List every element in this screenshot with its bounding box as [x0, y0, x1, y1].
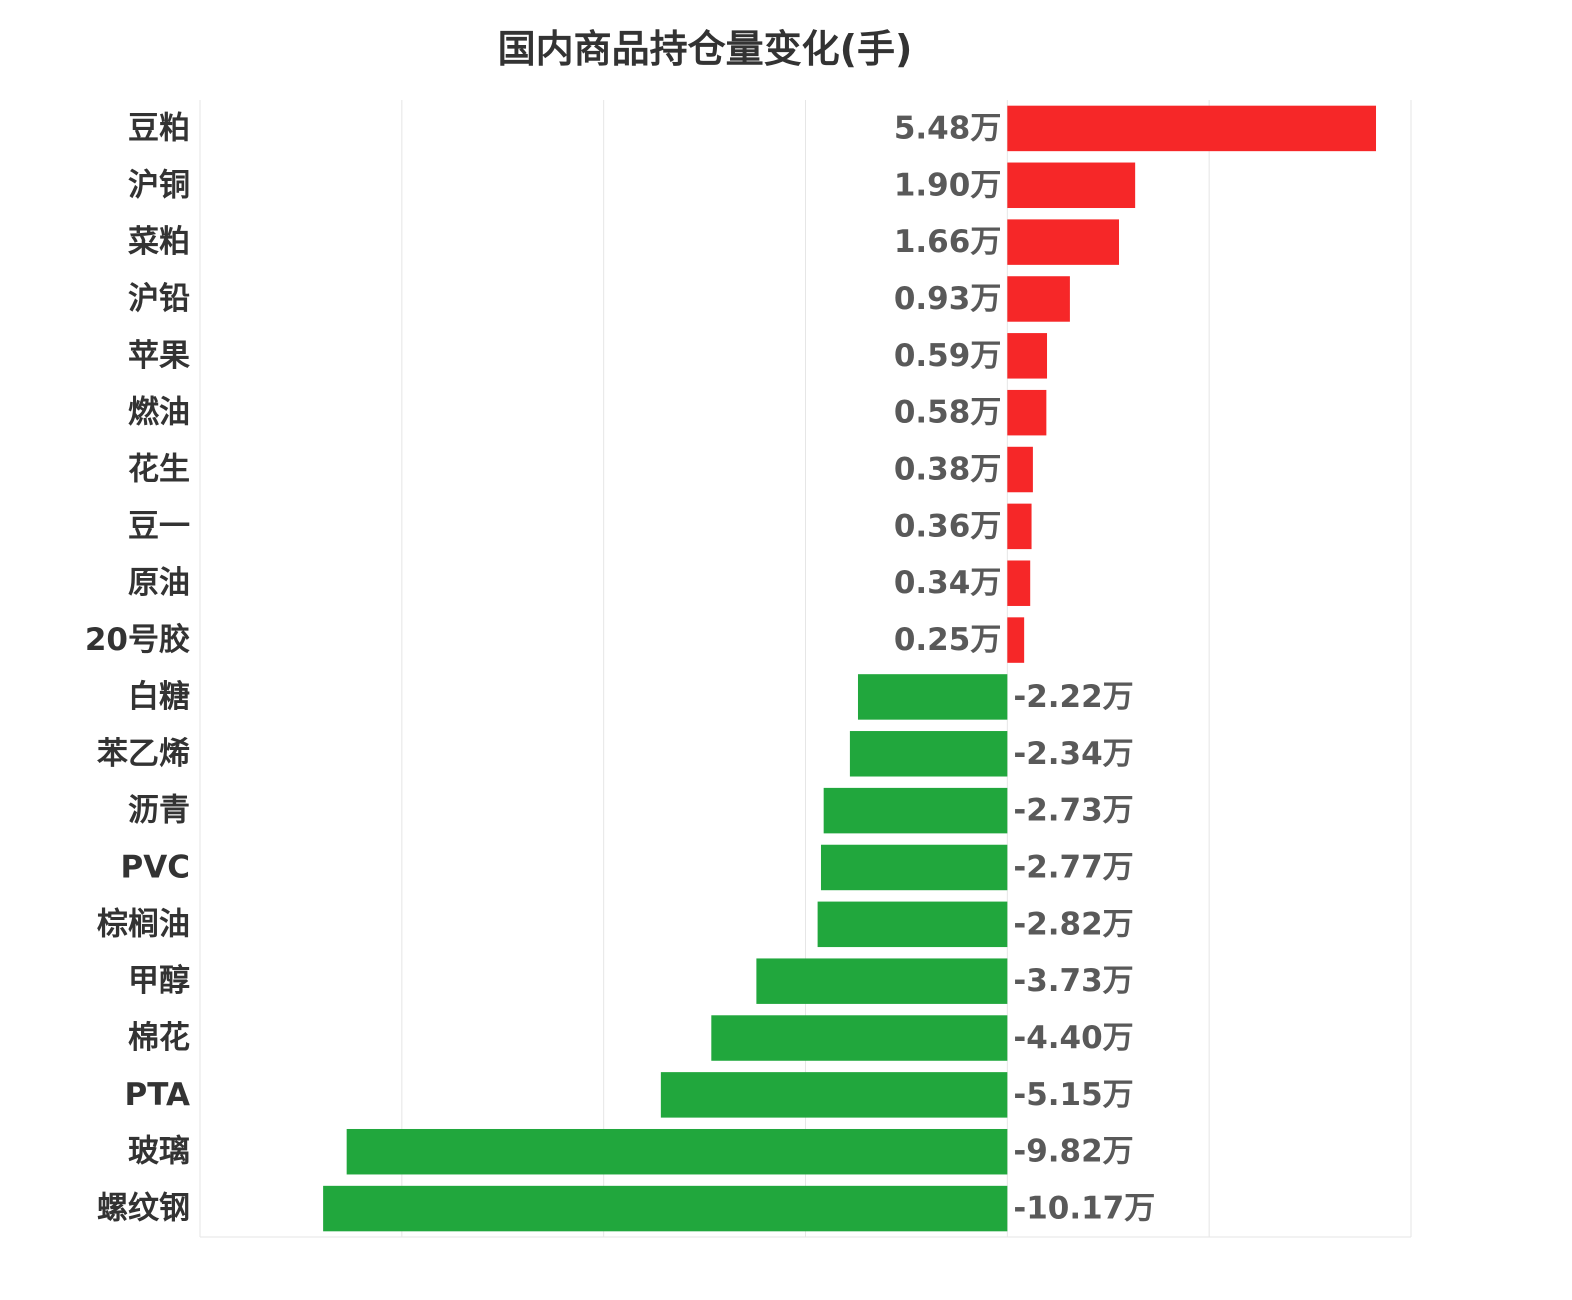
value-label: 0.58万 — [894, 395, 1002, 431]
category-label: 棕榈油 — [97, 906, 190, 942]
value-label: -2.82万 — [1013, 906, 1133, 942]
bar-13 — [820, 844, 1008, 891]
bar-10 — [857, 674, 1008, 720]
bar-18 — [346, 1128, 1008, 1175]
category-label: 螺纹钢 — [97, 1191, 190, 1227]
bar-11 — [849, 731, 1008, 777]
bar-5 — [1007, 389, 1047, 436]
bar-14 — [817, 901, 1008, 948]
category-label: 白糖 — [128, 679, 190, 715]
category-label: 玻璃 — [128, 1134, 190, 1170]
category-label: PTA — [125, 1077, 190, 1113]
category-label: 花生 — [128, 452, 190, 488]
value-label: 0.34万 — [894, 565, 1002, 601]
category-label: 豆一 — [128, 508, 190, 544]
value-label: 0.38万 — [894, 452, 1002, 488]
category-label: 沥青 — [128, 793, 190, 829]
category-label: 豆粕 — [128, 110, 190, 146]
bar-0 — [1007, 105, 1377, 152]
value-label: -2.73万 — [1013, 793, 1133, 829]
category-label: 棉花 — [128, 1020, 190, 1056]
category-label: 苹果 — [128, 338, 190, 374]
bar-6 — [1007, 446, 1033, 493]
category-label: 菜粕 — [128, 224, 190, 260]
value-label: 1.66万 — [894, 224, 1002, 260]
category-label: 20号胶 — [85, 622, 190, 658]
category-label: PVC — [121, 849, 190, 885]
bar-9 — [1007, 617, 1025, 663]
category-label: 苯乙烯 — [97, 736, 190, 772]
bar-4 — [1007, 333, 1048, 379]
value-label: -3.73万 — [1013, 963, 1133, 999]
value-label: -10.17万 — [1013, 1191, 1155, 1227]
bar-16 — [711, 1015, 1008, 1061]
category-label: 原油 — [128, 565, 190, 601]
bar-7 — [1007, 503, 1032, 550]
value-label: -5.15万 — [1013, 1077, 1133, 1113]
bar-layer — [323, 105, 1377, 1232]
bar-2 — [1007, 219, 1120, 265]
value-label: -9.82万 — [1013, 1134, 1133, 1170]
grid-layer — [199, 100, 1412, 1238]
value-label: 5.48万 — [894, 110, 1002, 146]
bar-19 — [323, 1185, 1008, 1232]
bar-8 — [1007, 560, 1031, 606]
bar-1 — [1007, 162, 1136, 209]
chart-title: 国内商品持仓量变化(手) — [497, 27, 913, 71]
value-label: 1.90万 — [894, 167, 1002, 203]
category-label: 甲醇 — [128, 963, 190, 999]
value-label: 0.36万 — [894, 508, 1002, 544]
category-label: 沪铜 — [128, 167, 190, 203]
bar-15 — [756, 958, 1008, 1004]
value-label: -4.40万 — [1013, 1020, 1133, 1056]
category-label: 燃油 — [128, 395, 190, 431]
bar-3 — [1007, 276, 1070, 322]
value-label: -2.34万 — [1013, 736, 1133, 772]
category-label: 沪铅 — [128, 281, 190, 317]
value-label: -2.22万 — [1013, 679, 1133, 715]
value-label: 0.59万 — [894, 338, 1002, 374]
bar-17 — [660, 1072, 1008, 1118]
bar-12 — [823, 787, 1008, 834]
value-label: 0.93万 — [894, 281, 1002, 317]
value-label: 0.25万 — [894, 622, 1002, 658]
value-label: -2.77万 — [1013, 849, 1133, 885]
